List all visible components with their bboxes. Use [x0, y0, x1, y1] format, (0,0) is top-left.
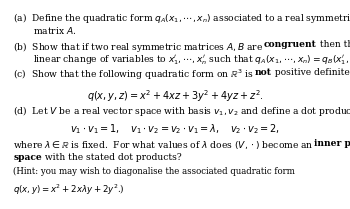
Text: matrix $A$.: matrix $A$. — [33, 25, 77, 37]
Text: $v_1 \cdot v_1 = 1, \quad v_1 \cdot v_2 = v_2 \cdot v_1 = \lambda, \quad v_2 \cd: $v_1 \cdot v_1 = 1, \quad v_1 \cdot v_2 … — [70, 122, 280, 136]
Text: (a)  Define the quadratic form $q_A(x_1, \cdots, x_n)$ associated to a real symm: (a) Define the quadratic form $q_A(x_1, … — [13, 11, 350, 25]
Text: then there is a: then there is a — [317, 40, 350, 49]
Text: linear change of variables to $x_1^{\prime}, \cdots, x_n^{\prime}$ such that $q_: linear change of variables to $x_1^{\pri… — [33, 54, 350, 67]
Text: where $\lambda \in \mathbb{R}$ is fixed.  For what values of $\lambda$ does $(V,: where $\lambda \in \mathbb{R}$ is fixed.… — [13, 139, 314, 151]
Text: (Hint: you may wish to diagonalise the associated quadratic form: (Hint: you may wish to diagonalise the a… — [13, 167, 295, 176]
Text: congruent: congruent — [264, 40, 317, 49]
Text: not: not — [255, 68, 272, 77]
Text: space: space — [13, 153, 42, 162]
Text: (c)  Show that the following quadratic form on $\mathbb{R}^3$ is: (c) Show that the following quadratic fo… — [13, 68, 255, 82]
Text: positive definite:: positive definite: — [272, 68, 350, 77]
Text: (b)  Show that if two real symmetric matrices $A, B$ are: (b) Show that if two real symmetric matr… — [13, 40, 264, 54]
Text: inner product: inner product — [314, 139, 350, 148]
Text: $q(x, y) = x^2 + 2x\lambda y + 2y^2$.): $q(x, y) = x^2 + 2x\lambda y + 2y^2$.) — [13, 182, 125, 197]
Text: $q(x, y, z) = x^2 + 4xz + 3y^2 + 4yz + z^2.$: $q(x, y, z) = x^2 + 4xz + 3y^2 + 4yz + z… — [87, 88, 263, 104]
Text: (d)  Let $V$ be a real vector space with basis $v_1, v_2$ and define a dot produ: (d) Let $V$ be a real vector space with … — [13, 104, 350, 118]
Text: with the stated dot products?: with the stated dot products? — [42, 153, 182, 162]
